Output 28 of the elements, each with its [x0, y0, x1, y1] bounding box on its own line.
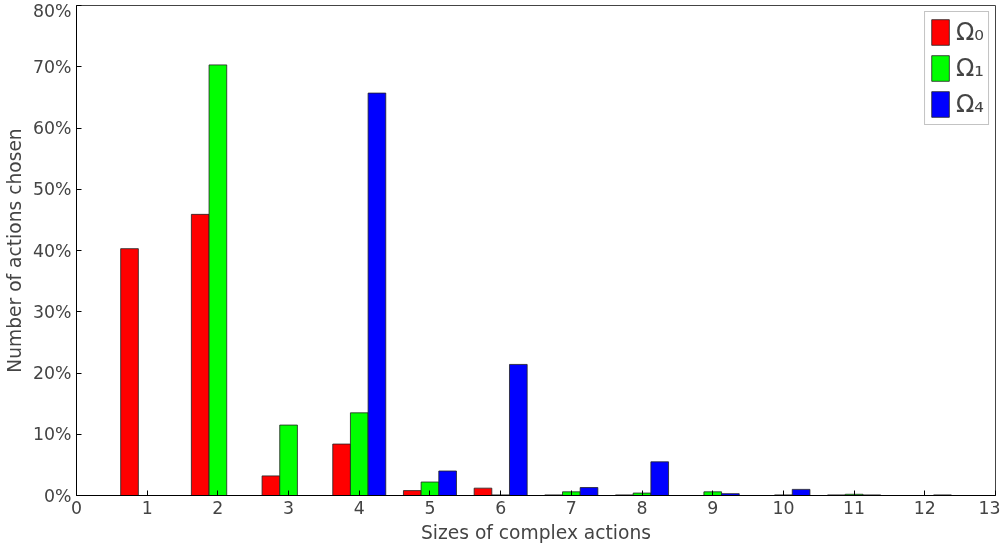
x-tick-label: 8: [636, 497, 648, 518]
x-tick-label: 11: [843, 497, 866, 518]
x-tick-label: 12: [913, 497, 936, 518]
y-tick-label: 20%: [32, 363, 72, 383]
x-tick-label: 9: [707, 497, 719, 518]
x-tick-label: 6: [495, 497, 507, 518]
x-tick-label: 10: [772, 497, 795, 518]
x-tick-label: 5: [424, 497, 436, 518]
y-axis-title: Number of actions chosen: [3, 128, 25, 373]
x-tick-label: 3: [283, 497, 295, 518]
y-tick-label: 0%: [44, 485, 72, 506]
y-tick-label: 50%: [32, 179, 72, 200]
legend-label: Ω₁: [956, 54, 984, 82]
legend-label: Ω₀: [956, 18, 984, 46]
x-axis-title: Sizes of complex actions: [421, 521, 651, 543]
y-tick-label: 80%: [32, 0, 72, 21]
x-tick-label: 7: [565, 497, 577, 518]
y-tick-label: 60%: [32, 118, 72, 138]
x-tick-label: 1: [141, 497, 153, 518]
y-tick-label: 70%: [32, 56, 72, 77]
legend-label: Ω₄: [956, 90, 984, 118]
y-tick-label: 40%: [32, 240, 72, 261]
x-tick-label: 13: [978, 497, 1001, 518]
y-tick-label: 10%: [32, 424, 72, 445]
x-tick-label: 2: [212, 497, 224, 518]
x-tick-label: 0: [70, 497, 83, 518]
y-tick-label: 30%: [32, 301, 72, 322]
x-tick-label: 4: [353, 497, 365, 518]
